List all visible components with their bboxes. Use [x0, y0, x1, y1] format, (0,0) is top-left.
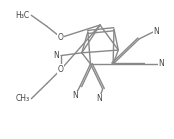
Text: N: N — [53, 51, 59, 60]
Text: N: N — [158, 59, 164, 68]
Text: N: N — [153, 28, 159, 36]
Text: O: O — [58, 33, 64, 42]
Text: CH₃: CH₃ — [15, 94, 30, 103]
Text: O: O — [58, 65, 64, 74]
Text: N: N — [96, 94, 102, 103]
Text: H₃C: H₃C — [15, 11, 30, 20]
Text: N: N — [72, 91, 78, 100]
